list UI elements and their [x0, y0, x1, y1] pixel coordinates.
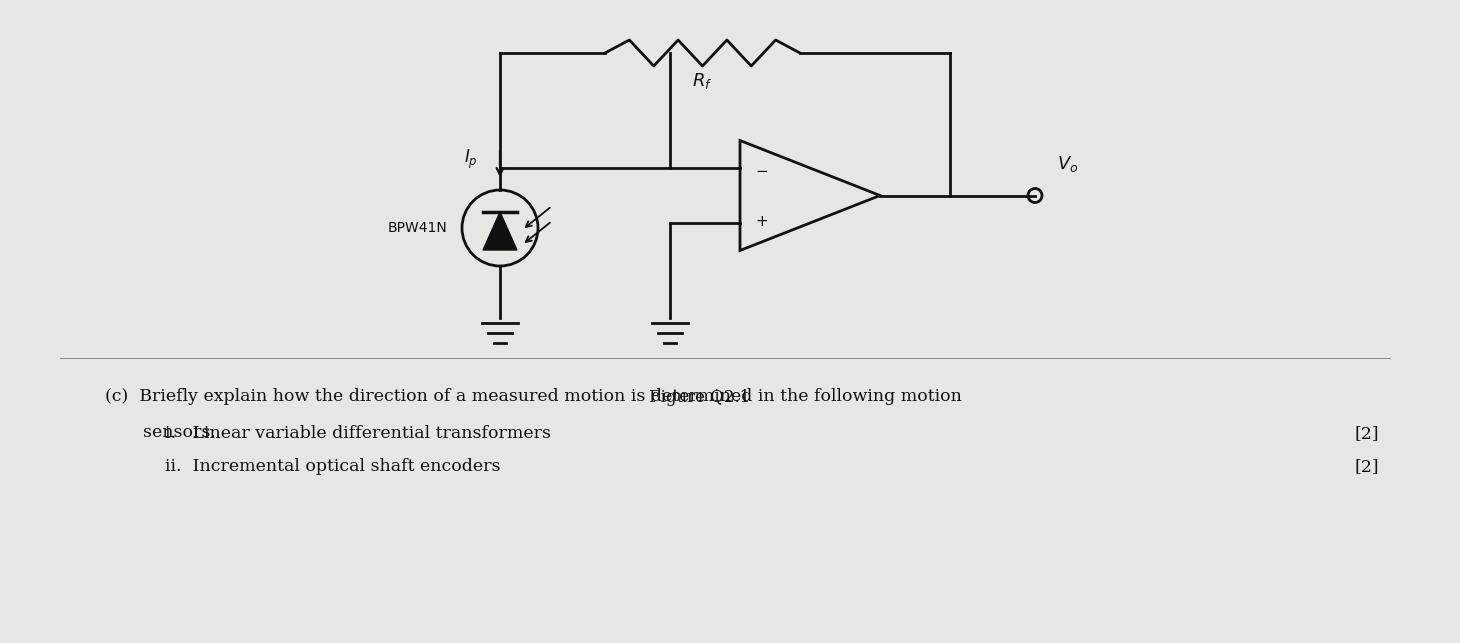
Text: Figure Q2.1: Figure Q2.1 — [650, 390, 750, 406]
Polygon shape — [483, 212, 517, 250]
Text: $V_o$: $V_o$ — [1057, 154, 1079, 174]
Text: $+$: $+$ — [755, 215, 768, 230]
Text: BPW41N: BPW41N — [387, 221, 447, 235]
Text: $-$: $-$ — [755, 161, 768, 176]
Text: (c)  Briefly explain how the direction of a measured motion is determined in the: (c) Briefly explain how the direction of… — [105, 388, 962, 405]
Text: i.   Linear variable differential transformers: i. Linear variable differential transfor… — [165, 425, 550, 442]
Text: [2]: [2] — [1355, 425, 1380, 442]
Text: $R_f$: $R_f$ — [692, 71, 712, 91]
Text: [2]: [2] — [1355, 458, 1380, 475]
Text: sensors.: sensors. — [143, 424, 216, 441]
Text: $I_p$: $I_p$ — [464, 147, 477, 170]
Text: ii.  Incremental optical shaft encoders: ii. Incremental optical shaft encoders — [165, 458, 501, 475]
